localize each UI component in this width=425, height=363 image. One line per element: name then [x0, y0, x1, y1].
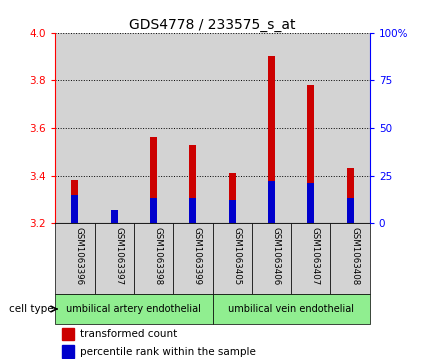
Bar	[189, 144, 196, 223]
Bar	[331, 33, 370, 223]
Bar	[229, 200, 236, 223]
Text: GSM1063408: GSM1063408	[350, 227, 359, 285]
Text: umbilical vein endothelial: umbilical vein endothelial	[228, 304, 354, 314]
Bar	[189, 199, 196, 223]
Bar	[268, 181, 275, 223]
Bar	[229, 173, 236, 223]
Text: GSM1063407: GSM1063407	[311, 227, 320, 285]
Bar	[110, 219, 118, 223]
Text: percentile rank within the sample: percentile rank within the sample	[80, 347, 256, 356]
Title: GDS4778 / 233575_s_at: GDS4778 / 233575_s_at	[129, 18, 296, 32]
Bar	[94, 33, 134, 223]
Bar	[291, 223, 331, 294]
Text: GSM1063396: GSM1063396	[75, 227, 84, 285]
Bar	[71, 180, 79, 223]
Text: GSM1063405: GSM1063405	[232, 227, 241, 285]
Bar	[252, 33, 291, 223]
Bar	[268, 57, 275, 223]
Bar	[173, 223, 212, 294]
Bar	[307, 85, 314, 223]
Bar	[55, 294, 212, 324]
Bar	[291, 33, 331, 223]
Bar	[55, 33, 94, 223]
Bar	[331, 223, 370, 294]
Text: GSM1063406: GSM1063406	[272, 227, 280, 285]
Text: umbilical artery endothelial: umbilical artery endothelial	[66, 304, 201, 314]
Bar	[212, 223, 252, 294]
Text: GSM1063397: GSM1063397	[114, 227, 123, 285]
Bar	[173, 33, 212, 223]
Bar	[62, 345, 74, 358]
Bar	[134, 223, 173, 294]
Bar	[94, 223, 134, 294]
Bar	[212, 33, 252, 223]
Bar	[346, 199, 354, 223]
Text: GSM1063398: GSM1063398	[153, 227, 162, 285]
Bar	[134, 33, 173, 223]
Text: GSM1063399: GSM1063399	[193, 227, 202, 285]
Bar	[150, 138, 157, 223]
Bar	[346, 168, 354, 223]
Bar	[62, 327, 74, 340]
Bar	[55, 223, 94, 294]
Text: transformed count: transformed count	[80, 329, 178, 339]
Bar	[150, 199, 157, 223]
Bar	[71, 195, 79, 223]
Bar	[110, 210, 118, 223]
Bar	[307, 183, 314, 223]
Bar	[212, 294, 370, 324]
Text: cell type: cell type	[8, 304, 53, 314]
Bar	[252, 223, 291, 294]
